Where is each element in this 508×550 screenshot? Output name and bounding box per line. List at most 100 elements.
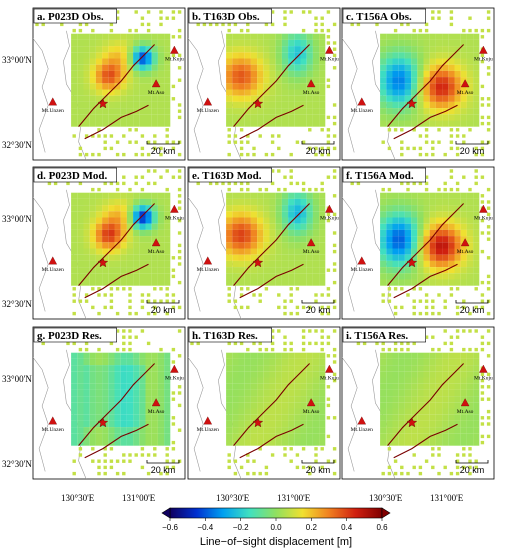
los-pixel xyxy=(133,229,140,237)
los-pixel xyxy=(442,101,449,109)
los-pixel xyxy=(145,420,152,428)
los-pixel xyxy=(264,287,269,291)
los-pixel xyxy=(114,408,121,415)
los-pixel xyxy=(77,101,84,109)
los-pixel xyxy=(306,198,313,206)
los-pixel xyxy=(232,33,239,40)
los-pixel xyxy=(102,58,109,65)
los-pixel xyxy=(269,396,276,403)
los-pixel xyxy=(164,211,171,218)
los-pixel xyxy=(108,217,115,224)
los-pixel xyxy=(232,365,239,372)
los-pixel xyxy=(263,217,270,224)
los-pixel xyxy=(300,120,307,127)
los-pixel xyxy=(448,120,455,127)
los-pixel xyxy=(466,95,474,102)
los-pixel xyxy=(140,329,145,333)
los-pixel xyxy=(404,254,412,261)
los-pixel xyxy=(281,95,289,102)
los-pixel xyxy=(250,420,258,428)
los-pixel xyxy=(429,83,436,90)
los-pixel xyxy=(244,358,251,366)
los-pixel xyxy=(133,39,140,47)
los-pixel xyxy=(133,352,140,359)
fault-trace xyxy=(387,44,464,127)
los-pixel xyxy=(326,434,331,439)
los-pixel xyxy=(306,46,313,53)
los-pixel xyxy=(120,198,127,206)
los-pixel xyxy=(250,217,258,224)
los-pixel xyxy=(71,427,78,434)
los-pixel xyxy=(258,347,262,352)
los-pixel xyxy=(120,223,127,230)
los-pixel xyxy=(435,52,443,59)
los-pixel xyxy=(306,377,313,384)
los-pixel xyxy=(232,260,239,268)
los-pixel xyxy=(133,414,140,421)
los-pixel xyxy=(102,205,109,212)
los-pixel xyxy=(429,77,436,84)
scale-bar xyxy=(146,141,180,145)
los-pixel xyxy=(466,377,474,384)
los-pixel xyxy=(424,299,429,303)
los-pixel xyxy=(275,420,282,428)
los-pixel xyxy=(288,205,295,212)
los-pixel xyxy=(423,260,430,268)
los-pixel xyxy=(380,95,387,102)
los-pixel xyxy=(449,175,454,179)
los-pixel xyxy=(288,236,295,243)
los-pixel xyxy=(300,439,307,446)
los-pixel xyxy=(486,311,491,316)
los-pixel xyxy=(115,471,120,476)
los-pixel xyxy=(448,229,455,237)
los-pixel xyxy=(275,414,282,421)
volcano-triangle-icon xyxy=(203,416,213,425)
los-pixel xyxy=(164,352,171,359)
los-pixel xyxy=(466,205,474,212)
los-pixel xyxy=(480,140,485,144)
volcano-label: Mt.Unzen xyxy=(42,267,64,273)
los-pixel xyxy=(312,420,320,428)
los-pixel xyxy=(281,371,289,378)
los-pixel xyxy=(462,175,466,179)
los-pixel xyxy=(319,77,326,84)
los-pixel xyxy=(398,223,405,230)
los-pixel xyxy=(157,236,165,243)
los-pixel xyxy=(151,273,158,280)
los-pixel xyxy=(406,293,410,297)
los-pixel xyxy=(252,471,256,476)
fault-trace xyxy=(78,203,155,286)
los-pixel xyxy=(454,77,461,84)
los-pixel xyxy=(312,248,320,255)
volcano-label: Mt.Aso xyxy=(148,409,165,415)
los-pixel xyxy=(386,433,393,440)
los-pixel xyxy=(151,254,158,261)
los-pixel xyxy=(145,242,152,249)
los-pixel xyxy=(151,46,158,53)
los-pixel xyxy=(263,433,270,440)
los-pixel xyxy=(275,223,282,230)
los-pixel xyxy=(244,365,251,372)
los-pixel xyxy=(294,58,301,65)
los-pixel xyxy=(83,236,90,243)
volcano-label: Mt.Aso xyxy=(148,90,165,96)
los-pixel xyxy=(164,33,171,40)
los-pixel xyxy=(417,383,424,390)
los-pixel xyxy=(275,217,282,224)
los-pixel xyxy=(269,101,276,109)
lon-label-col3-left: 130°30'E xyxy=(369,493,403,503)
los-pixel xyxy=(177,403,182,408)
los-pixel xyxy=(319,260,326,268)
los-pixel xyxy=(423,114,430,121)
los-pixel xyxy=(95,248,103,255)
los-pixel xyxy=(108,77,115,84)
fault-trace xyxy=(78,363,155,446)
los-pixel xyxy=(319,236,326,243)
los-pixel xyxy=(146,28,151,33)
los-pixel xyxy=(319,248,326,255)
los-pixel xyxy=(288,83,295,90)
los-pixel xyxy=(102,70,109,78)
los-pixel xyxy=(460,120,467,127)
los-pixel xyxy=(398,33,405,40)
los-pixel xyxy=(288,46,295,53)
